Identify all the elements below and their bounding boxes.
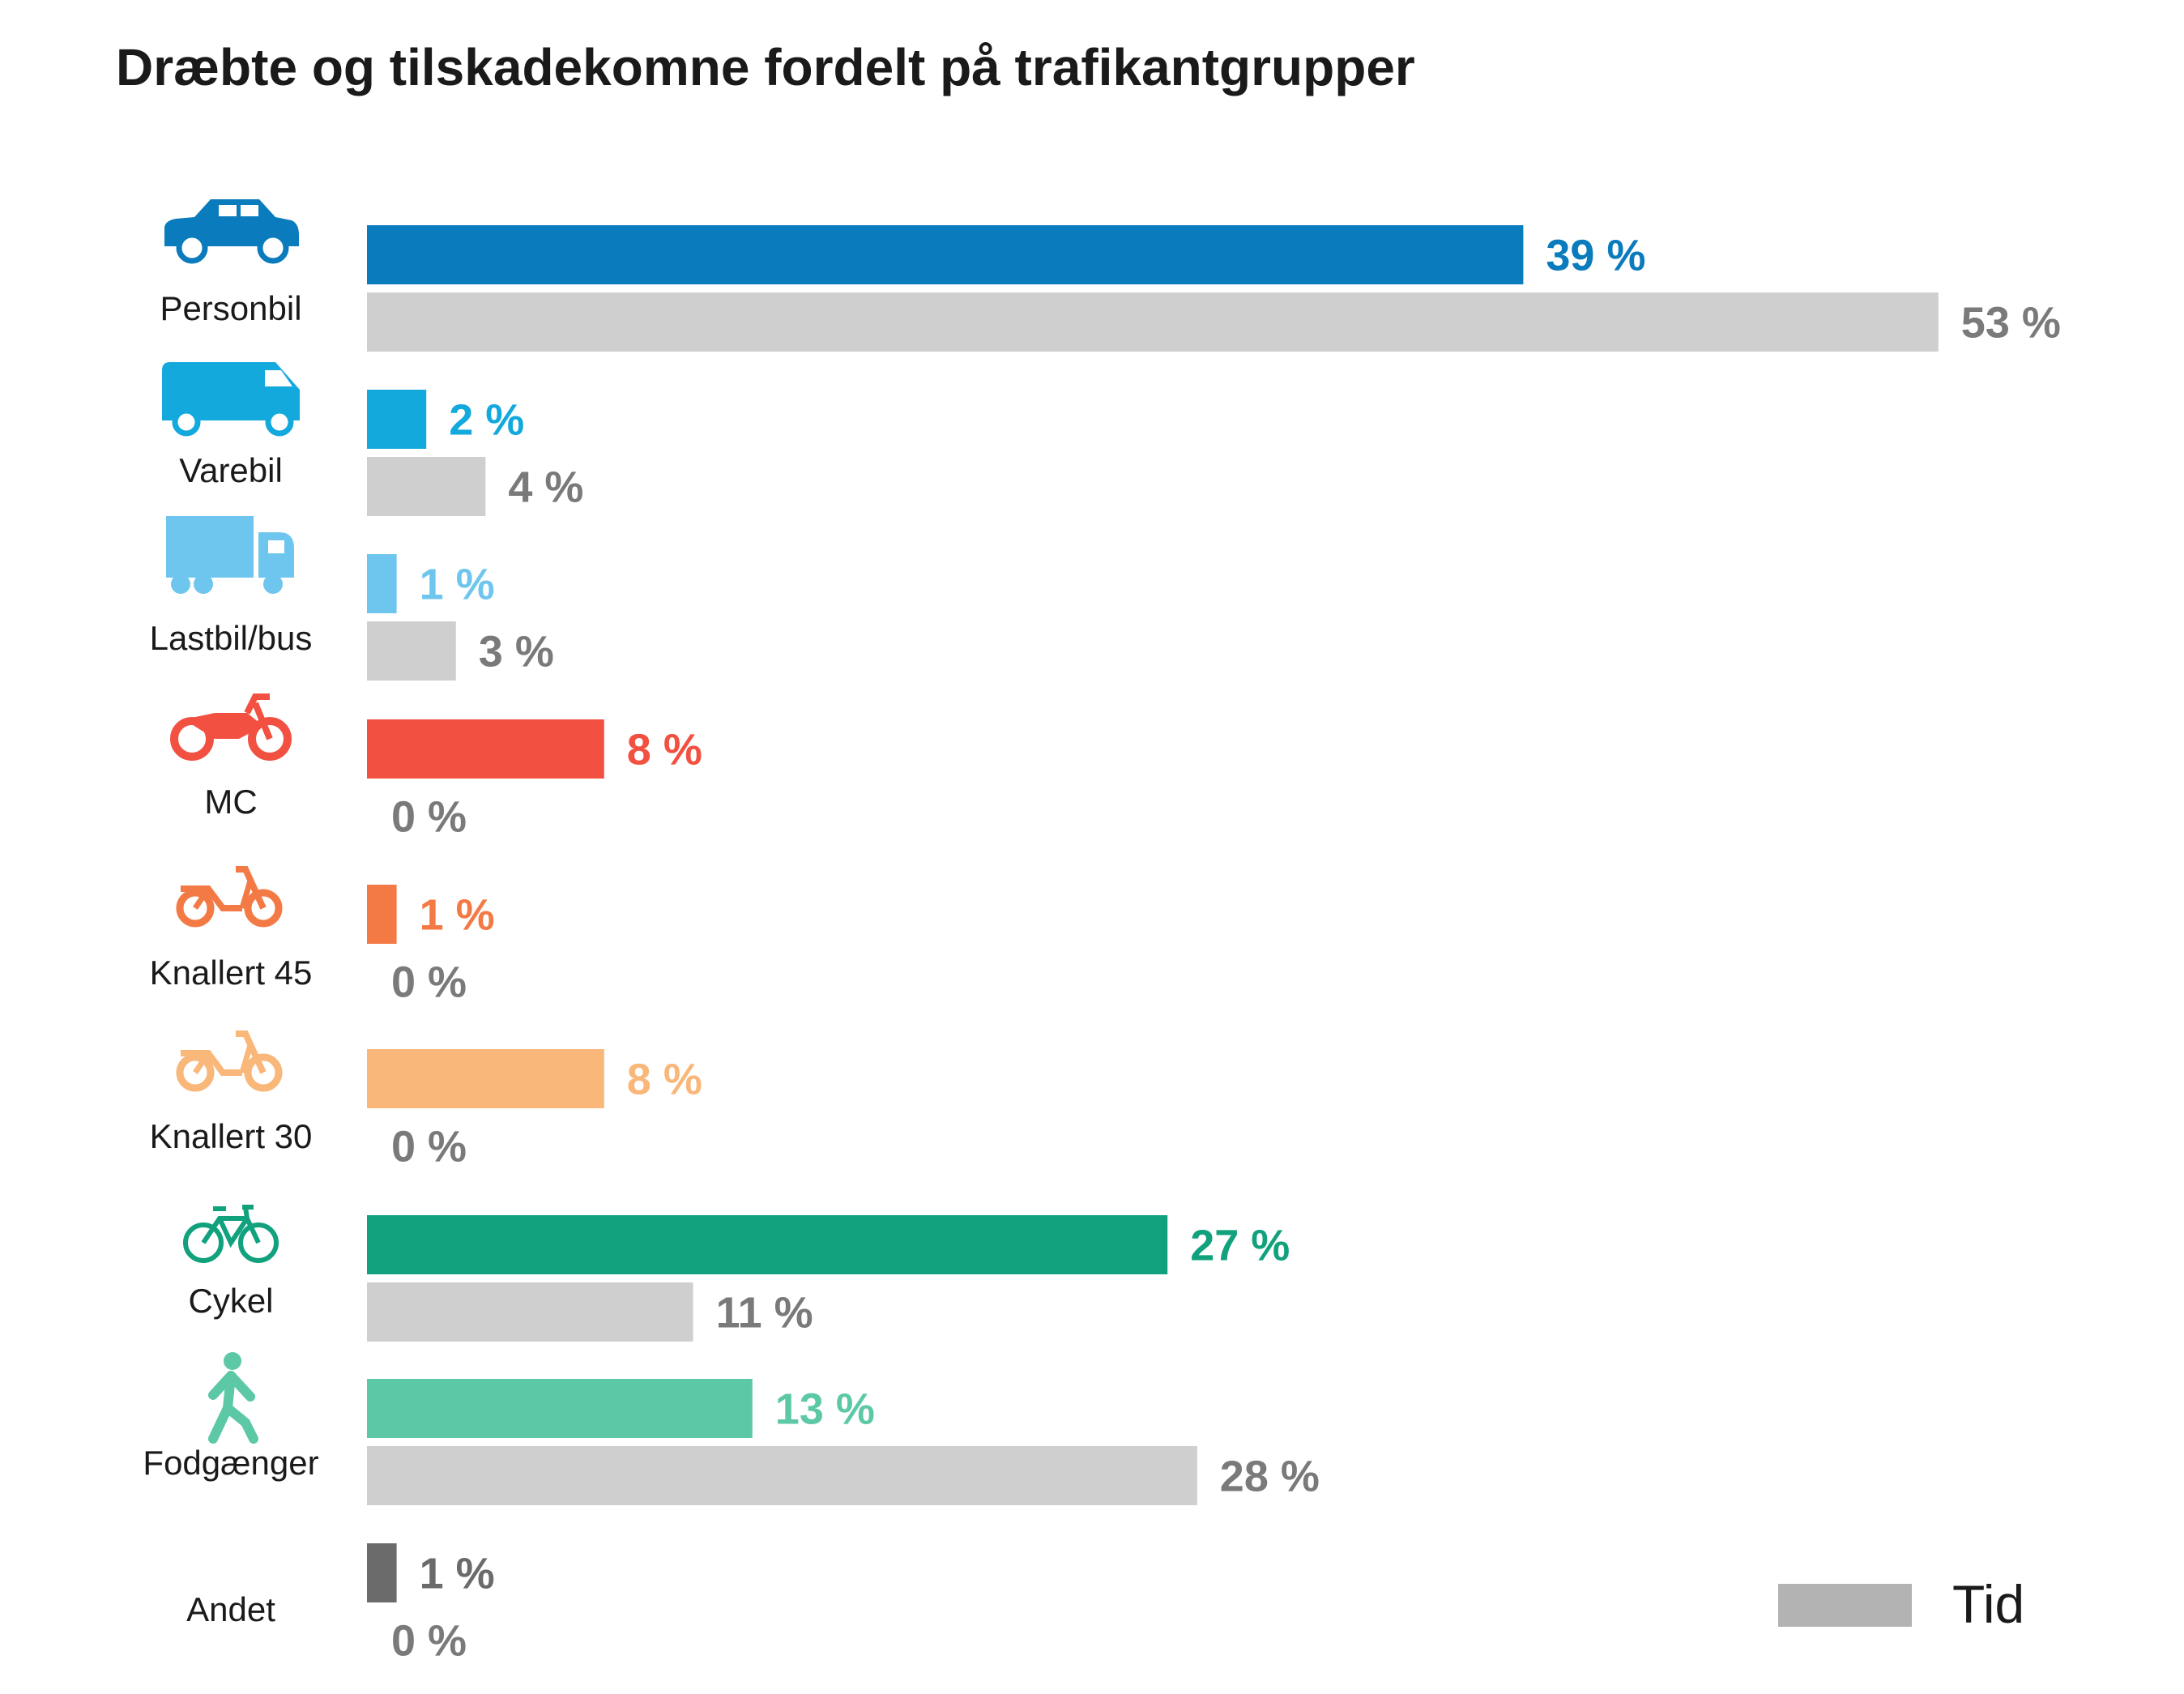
bar-series-1	[367, 1215, 1168, 1274]
legend-swatch	[1778, 1584, 1912, 1627]
category-label: Andet	[186, 1590, 275, 1628]
data-label-series-tid: 0 %	[391, 793, 467, 842]
data-label-series-1: 8 %	[627, 726, 702, 774]
data-label-series-1: 27 %	[1190, 1222, 1290, 1270]
legend-label: Tid	[1952, 1574, 2024, 1634]
bar-series-1	[367, 390, 427, 449]
category-row: Personbil 39 % 53 %	[160, 199, 2061, 352]
category-row: Cykel 27 % 11 %	[183, 1205, 1290, 1342]
data-label-series-tid: 0 %	[391, 1123, 467, 1171]
category-label: Fodgænger	[143, 1444, 318, 1482]
van-icon	[162, 362, 300, 437]
data-label-series-tid: 0 %	[391, 1617, 467, 1666]
data-label-series-1: 2 %	[449, 396, 524, 445]
pedestrian-icon	[208, 1352, 258, 1444]
bar-series-1	[367, 885, 397, 944]
data-label-series-1: 13 %	[775, 1385, 875, 1434]
data-label-series-tid: 0 %	[391, 958, 467, 1007]
data-label-series-1: 39 %	[1546, 232, 1645, 280]
category-row: Knallert 45 1 % 0 %	[150, 866, 495, 1007]
data-label-series-1: 1 %	[420, 1550, 495, 1598]
bar-series-tid	[367, 1282, 693, 1342]
category-label: Varebil	[179, 451, 283, 489]
car-icon	[164, 199, 299, 264]
category-label: Personbil	[160, 289, 301, 327]
category-label: Lastbil/bus	[150, 619, 313, 657]
category-row: Fodgænger 13 % 28 %	[143, 1352, 1320, 1505]
category-label: Knallert 45	[150, 954, 313, 992]
bar-series-1	[367, 1379, 753, 1438]
data-label-series-tid: 28 %	[1220, 1453, 1320, 1501]
category-label: Cykel	[188, 1282, 273, 1320]
category-row: Andet 1 % 0 %	[186, 1543, 495, 1666]
bar-series-tid	[367, 621, 456, 681]
bar-series-tid	[367, 1446, 1197, 1505]
category-row: Varebil 2 % 4 %	[162, 362, 583, 516]
bar-series-tid	[367, 292, 1939, 352]
chart-title: Dræbte og tilskadekomne fordelt på trafi…	[116, 38, 1415, 96]
category-label: MC	[204, 783, 257, 821]
bar-series-1	[367, 1543, 397, 1602]
data-label-series-1: 8 %	[627, 1056, 702, 1104]
data-label-series-tid: 3 %	[479, 628, 554, 676]
bar-series-1	[367, 554, 397, 613]
bar-series-1	[367, 225, 1524, 284]
category-row: MC 8 % 0 %	[170, 693, 702, 842]
bar-series-1	[367, 1049, 604, 1108]
data-label-series-tid: 4 %	[508, 463, 583, 512]
legend: Tid	[1778, 1574, 2024, 1634]
category-row: Lastbil/bus 1 % 3 %	[150, 516, 554, 681]
moped-icon	[176, 866, 283, 928]
data-label-series-tid: 53 %	[1961, 299, 2061, 348]
bar-series-tid	[367, 457, 486, 516]
data-label-series-1: 1 %	[420, 891, 495, 940]
truck-icon	[166, 516, 294, 594]
bar-series-1	[367, 719, 604, 779]
bicycle-icon	[183, 1205, 279, 1263]
data-label-series-tid: 11 %	[716, 1289, 813, 1338]
category-row: Knallert 30 8 % 0 %	[150, 1030, 702, 1171]
motorcycle-icon	[170, 693, 292, 761]
data-label-series-1: 1 %	[420, 561, 495, 609]
category-label: Knallert 30	[150, 1117, 313, 1155]
moped-icon	[176, 1030, 283, 1092]
